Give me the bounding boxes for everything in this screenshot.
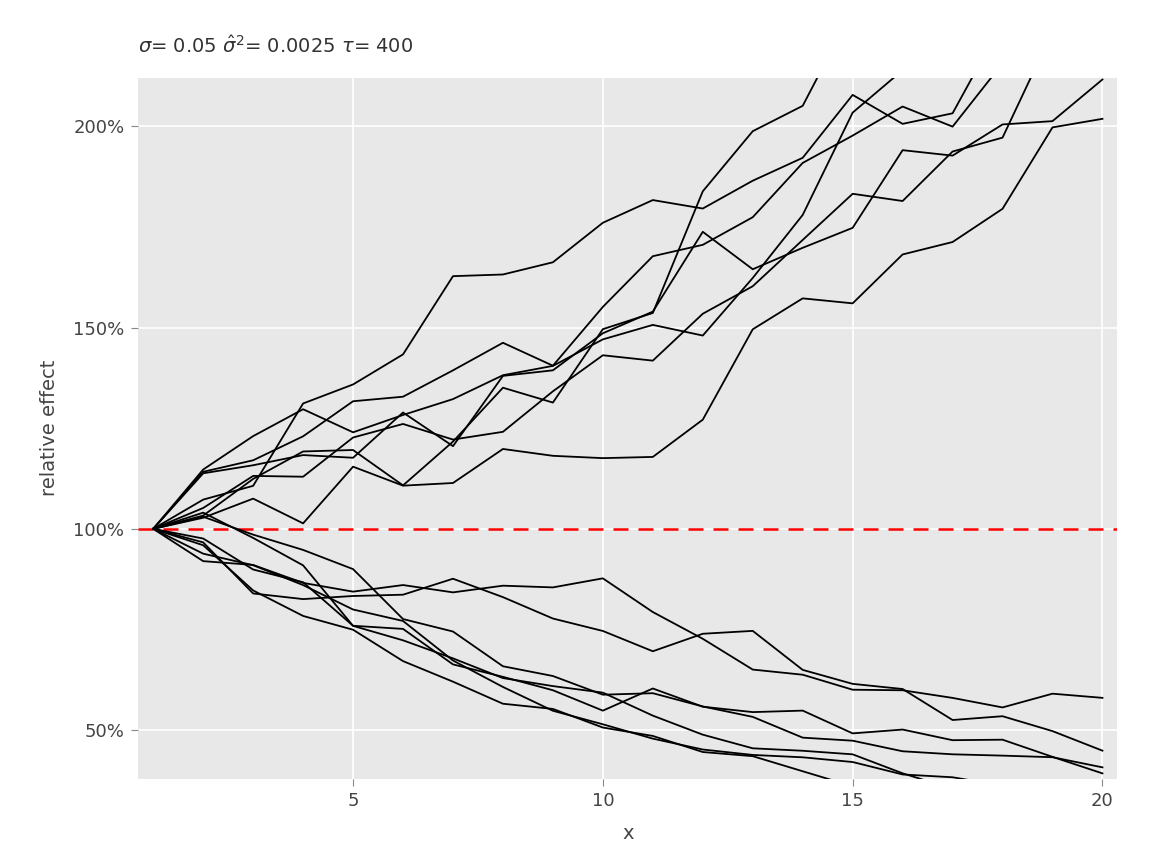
X-axis label: x: x [622, 824, 634, 843]
Y-axis label: relative effect: relative effect [40, 360, 59, 497]
Text: $\sigma$= 0.05 $\hat{\sigma}^2$= 0.0025 $\tau$= 400: $\sigma$= 0.05 $\hat{\sigma}^2$= 0.0025 … [138, 35, 414, 56]
